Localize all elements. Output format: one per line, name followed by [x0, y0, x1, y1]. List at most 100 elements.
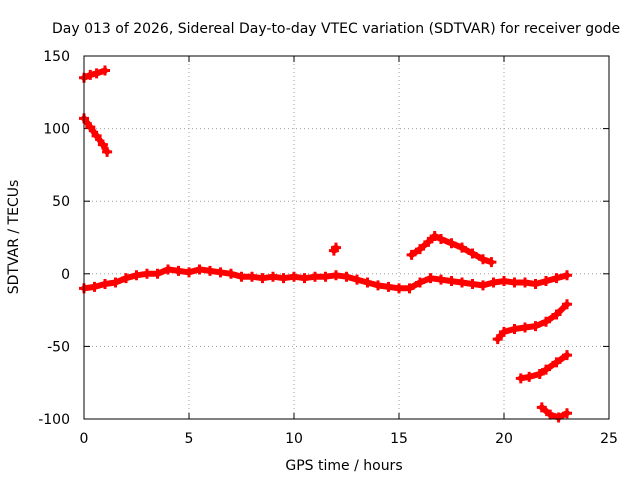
y-tick-label: 50	[52, 194, 70, 210]
data-point	[163, 264, 173, 275]
x-tick-label: 15	[390, 431, 408, 447]
data-point	[478, 280, 488, 291]
data-point	[373, 280, 383, 291]
data-point	[278, 273, 289, 284]
data-point	[562, 270, 572, 281]
series-arc-7	[536, 402, 572, 423]
data-point	[289, 271, 299, 282]
data-point	[406, 249, 417, 260]
data-point	[492, 334, 503, 345]
data-point	[89, 281, 100, 292]
data-point	[509, 323, 520, 334]
data-points	[79, 65, 572, 423]
data-point	[562, 299, 572, 310]
data-point	[541, 276, 551, 287]
data-point	[310, 271, 320, 282]
data-point	[534, 368, 545, 379]
data-point	[499, 276, 509, 287]
x-axis-label: GPS time / hours	[285, 458, 402, 474]
data-point	[429, 231, 440, 242]
data-point	[467, 278, 478, 289]
data-point	[457, 242, 467, 253]
data-point	[152, 268, 163, 279]
data-point	[551, 309, 562, 320]
data-point	[100, 278, 110, 289]
data-point	[100, 65, 110, 76]
data-point	[247, 271, 257, 282]
data-point	[331, 270, 341, 281]
data-point	[102, 146, 113, 157]
data-point	[562, 350, 572, 361]
data-point	[131, 270, 142, 281]
data-point	[551, 357, 562, 368]
y-tick-label: 100	[43, 122, 70, 138]
data-point	[184, 267, 194, 278]
y-tick-label: 150	[43, 49, 70, 65]
x-tick-label: 20	[495, 431, 513, 447]
data-point	[488, 277, 499, 288]
data-point	[91, 130, 102, 141]
series-arc-3	[328, 242, 341, 256]
data-point	[520, 277, 530, 288]
data-point	[536, 402, 547, 413]
series-arc-6	[515, 350, 572, 384]
series-main-band	[79, 264, 572, 294]
y-tick-label: -100	[38, 412, 70, 428]
axis-ticks: 0 5 10 15 20 25 150 100 50 0 -50 -100	[38, 49, 618, 447]
x-tick-label: 25	[600, 431, 618, 447]
data-point	[394, 283, 404, 294]
series-arc-4	[406, 231, 497, 268]
data-point	[142, 268, 152, 279]
data-point	[562, 408, 572, 419]
data-point	[404, 283, 415, 294]
data-point	[509, 277, 520, 288]
data-point	[486, 257, 497, 268]
grid	[84, 56, 609, 419]
data-point	[541, 316, 551, 327]
data-point	[85, 122, 96, 133]
data-point	[121, 273, 131, 284]
data-point	[236, 271, 247, 282]
data-point	[553, 412, 564, 423]
series-arc-5	[492, 299, 572, 345]
x-tick-label: 10	[285, 431, 303, 447]
data-point	[545, 409, 556, 420]
data-point	[541, 364, 551, 375]
data-point	[530, 278, 541, 289]
data-point	[425, 273, 436, 284]
data-point	[331, 242, 341, 253]
data-point	[362, 277, 373, 288]
data-point	[205, 265, 215, 276]
data-point	[97, 139, 108, 150]
data-point	[530, 321, 541, 332]
data-point	[226, 268, 236, 279]
data-point	[257, 273, 268, 284]
chart-title: Day 013 of 2026, Sidereal Day-to-day VTE…	[52, 21, 620, 37]
data-point	[436, 274, 446, 285]
data-point	[110, 277, 121, 288]
y-axis-label: SDTVAR / TECUs	[6, 180, 22, 295]
y-tick-label: 0	[61, 267, 70, 283]
data-point	[551, 273, 562, 284]
data-point	[299, 273, 310, 284]
series-arc-1	[79, 65, 110, 83]
y-tick-label: -50	[47, 339, 70, 355]
data-point	[383, 281, 394, 292]
data-point	[173, 265, 184, 276]
data-point	[91, 68, 102, 79]
data-point	[446, 276, 457, 287]
data-point	[320, 271, 331, 282]
data-point	[520, 322, 530, 333]
data-point	[499, 326, 509, 337]
data-point	[341, 271, 352, 282]
data-point	[436, 233, 446, 244]
x-tick-label: 5	[185, 431, 194, 447]
series-trace	[408, 233, 495, 266]
data-point	[478, 254, 488, 265]
data-point	[415, 244, 425, 255]
data-point	[268, 271, 278, 282]
data-point	[524, 371, 535, 382]
plot-frame	[83, 55, 610, 420]
data-point	[352, 274, 362, 285]
